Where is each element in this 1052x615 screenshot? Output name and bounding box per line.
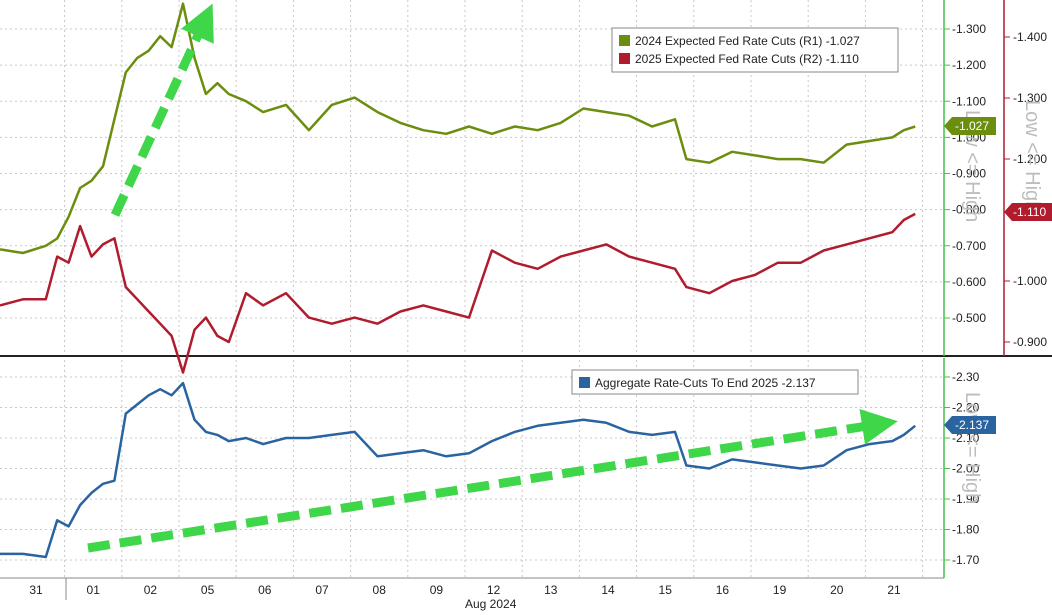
r2-tick-label: -1.000: [1013, 274, 1047, 288]
r1-tick-label: -0.500: [952, 311, 986, 325]
legend-label-aggregate: Aggregate Rate-Cuts To End 2025 -2.137: [595, 376, 816, 390]
month-label: Aug 2024: [465, 597, 517, 611]
date-tick-label: 01: [87, 583, 101, 597]
r1-tick-label: -1.300: [952, 22, 986, 36]
r2-tick-label: -1.200: [1013, 152, 1047, 166]
date-tick-label: 16: [716, 583, 730, 597]
badge-r1-text: -1.027: [955, 119, 989, 133]
annotation-arrow-trend: [87, 409, 898, 553]
bottom-tick-label: -1.80: [952, 523, 980, 537]
r1-tick-label: -1.200: [952, 58, 986, 72]
badge-r2-text: -1.110: [1013, 205, 1046, 219]
date-tick-label: 19: [773, 583, 787, 597]
bottom-tick-label: -1.90: [952, 492, 980, 506]
r2-tick-label: -1.300: [1013, 91, 1047, 105]
vertical-gridlines: [64, 0, 924, 578]
bottom-axis-ticks: -2.30 -2.20 -2.10 -2.00 -1.90 -1.80 -1.70: [944, 370, 980, 567]
date-tick-label: 21: [887, 583, 901, 597]
bottom-tick-label: -1.70: [952, 553, 980, 567]
date-tick-label: 31: [29, 583, 43, 597]
date-tick-label: 09: [430, 583, 444, 597]
date-tick-label: 15: [659, 583, 673, 597]
r1-tick-label: -0.800: [952, 203, 986, 217]
date-tick-label: 05: [201, 583, 215, 597]
badge-r1: -1.027: [944, 117, 996, 135]
annotation-arrow-up: [110, 3, 214, 217]
series-2025-rate-cuts-line: [0, 212, 916, 374]
r2-axis-ticks: -1.400 -1.300 -1.200 -1.000 -0.900: [1004, 30, 1047, 349]
bottom-tick-label: -2.30: [952, 370, 980, 384]
badge-bottom-text: -2.137: [955, 418, 989, 432]
badge-bottom: -2.137: [944, 416, 996, 434]
side-label-r2: Low <= High: [1021, 100, 1043, 212]
bottom-tick-label: -2.20: [952, 401, 980, 415]
r1-tick-label: -0.700: [952, 239, 986, 253]
bottom-tick-label: -2.00: [952, 462, 980, 476]
bottom-legend: Aggregate Rate-Cuts To End 2025 -2.137: [571, 369, 859, 395]
legend-swatch-aggregate: [579, 377, 590, 388]
date-tick-label: 12: [487, 583, 501, 597]
date-tick-label: 20: [830, 583, 844, 597]
legend-label-2025: 2025 Expected Fed Rate Cuts (R2) -1.110: [635, 52, 859, 66]
side-label-bottom: Low <= High: [961, 392, 983, 504]
legend-swatch-2024: [619, 35, 630, 46]
series-2024-rate-cuts-line: [0, 2, 916, 255]
date-tick-label: 06: [258, 583, 272, 597]
r1-tick-label: -0.600: [952, 275, 986, 289]
date-tick-label: 14: [601, 583, 615, 597]
r1-tick-label: -1.100: [952, 94, 986, 108]
date-tick-label: 08: [373, 583, 387, 597]
side-label-r1: Low <= High: [961, 110, 983, 222]
x-axis-ticks: 31 01 02 05 06 07 08 09 12 13 14 15 16 19 20 21: [29, 578, 901, 600]
legend-label-2024: 2024 Expected Fed Rate Cuts (R1) -1.027: [635, 34, 860, 48]
date-tick-label: 13: [544, 583, 558, 597]
r1-tick-label: -0.900: [952, 167, 986, 181]
legend-swatch-2025: [619, 53, 630, 64]
series-aggregate-rate-cuts-line: [0, 381, 916, 559]
bottom-tick-label: -2.10: [952, 431, 980, 445]
r2-tick-label: -0.900: [1013, 335, 1047, 349]
badge-r2: -1.110: [1004, 203, 1052, 221]
date-tick-label: 02: [144, 583, 158, 597]
date-tick-label: 07: [315, 583, 329, 597]
r1-axis-ticks: -1.300-1.200-1.100-1.000-0.900-0.800-0.7…: [944, 22, 986, 325]
top-legend: 2024 Expected Fed Rate Cuts (R1) -1.027 …: [611, 27, 899, 73]
r2-tick-label: -1.400: [1013, 30, 1047, 44]
